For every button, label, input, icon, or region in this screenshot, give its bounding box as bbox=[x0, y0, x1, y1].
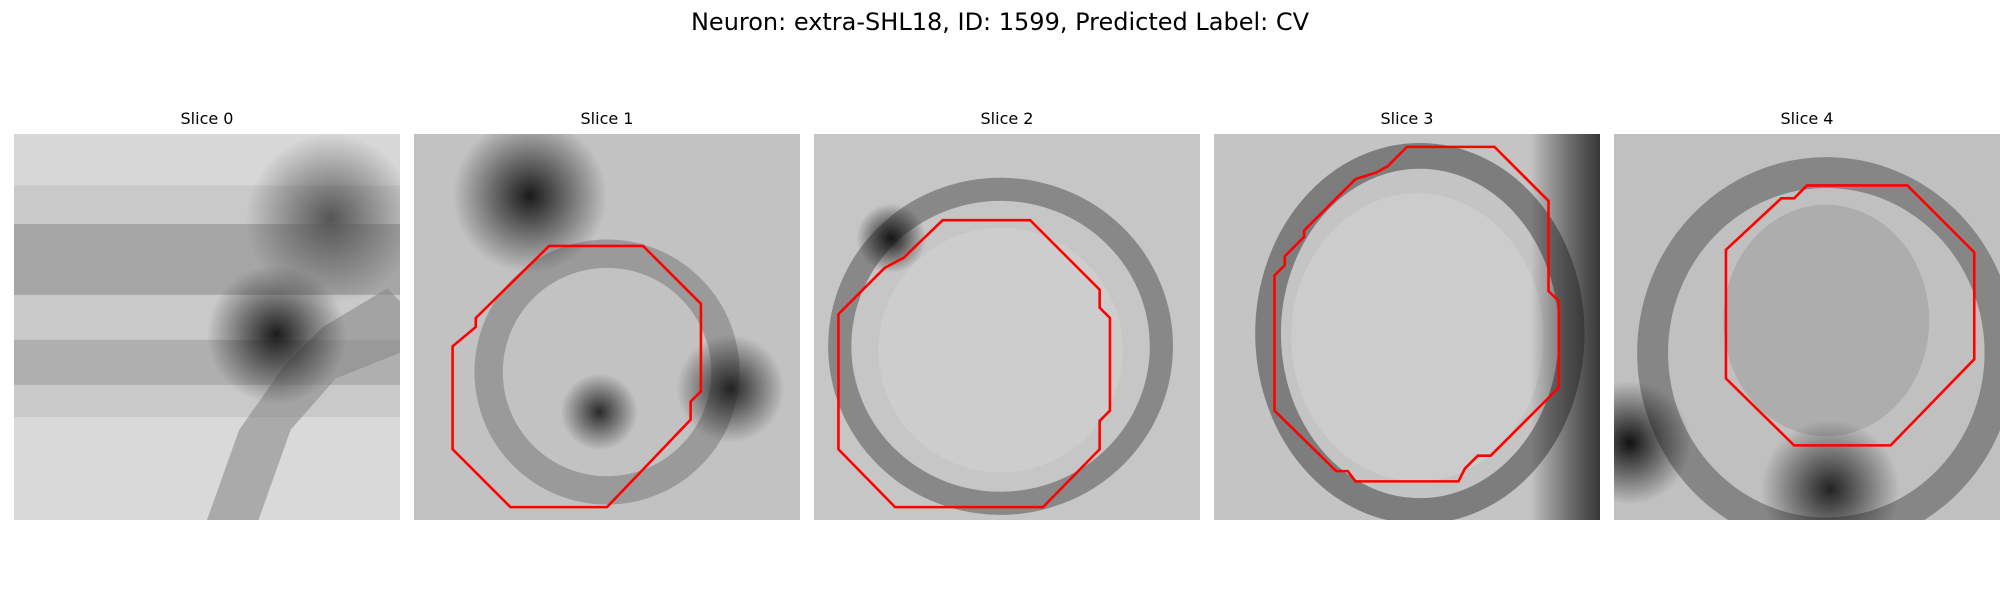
slice-image-2 bbox=[814, 134, 1200, 520]
slice-image-3 bbox=[1214, 134, 1600, 520]
slice-panel-0: Slice 0 bbox=[14, 104, 400, 524]
slice-panel-2: Slice 2 bbox=[814, 104, 1200, 524]
contour-1 bbox=[451, 244, 703, 509]
figure-title: Neuron: extra-SHL18, ID: 1599, Predicted… bbox=[690, 8, 1310, 36]
contour-4 bbox=[1724, 184, 1976, 447]
contour-2 bbox=[837, 218, 1112, 509]
slice-image-1 bbox=[414, 134, 800, 520]
slice-image-4 bbox=[1614, 134, 2000, 520]
slice-panel-4: Slice 4 bbox=[1614, 104, 2000, 524]
slice-image-0 bbox=[14, 134, 400, 520]
slice-title-2: Slice 2 bbox=[980, 109, 1034, 128]
contour-3 bbox=[1273, 145, 1561, 483]
slice-panel-3: Slice 3 bbox=[1214, 104, 1600, 524]
slice-title-0: Slice 0 bbox=[180, 109, 234, 128]
slice-panel-1: Slice 1 bbox=[414, 104, 800, 524]
slice-title-1: Slice 1 bbox=[580, 109, 634, 128]
slice-title-4: Slice 4 bbox=[1780, 109, 1834, 128]
slice-title-3: Slice 3 bbox=[1380, 109, 1434, 128]
